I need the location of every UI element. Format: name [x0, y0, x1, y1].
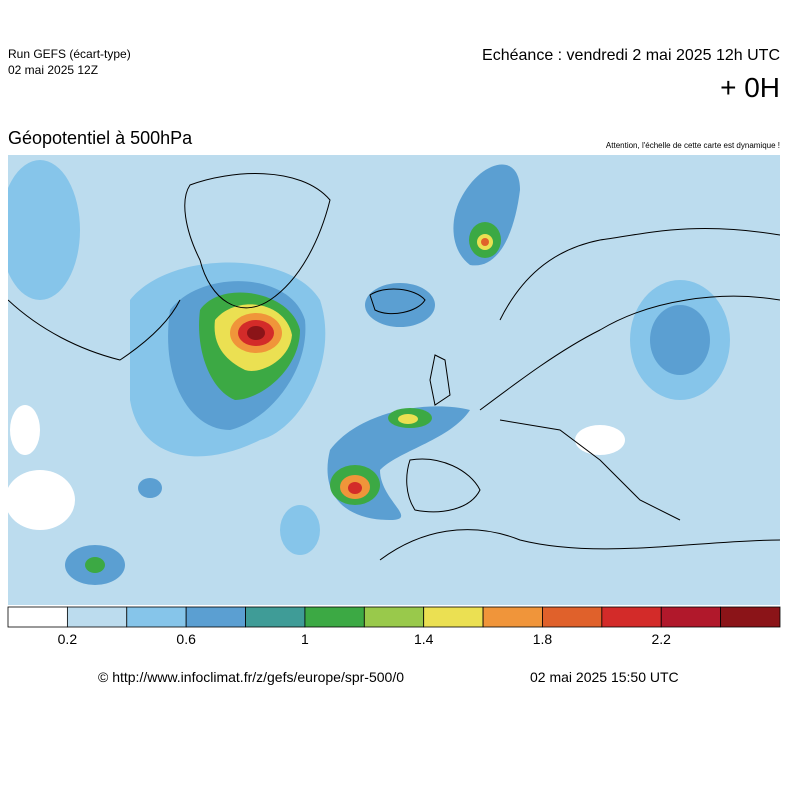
colorbar-label: 0.2: [58, 631, 78, 647]
colorbar-swatch: [185, 606, 246, 628]
colorbar-swatch: [363, 606, 425, 628]
colorbar-swatch: [660, 606, 722, 628]
colorbar-swatch: [601, 606, 662, 628]
colorbar-swatch: [66, 606, 128, 628]
lead-time: + 0H: [720, 72, 780, 103]
map: [8, 155, 780, 605]
colorbar-swatch: [304, 606, 365, 628]
generated-time: 02 mai 2025 15:50 UTC: [530, 669, 679, 685]
colorbar-swatch: [542, 606, 603, 628]
field-patches: [8, 160, 730, 585]
warning: Attention, l'échelle de cette carte est …: [606, 141, 780, 150]
colorbar-swatch: [720, 606, 781, 628]
run-date: 02 mai 2025 12Z: [8, 63, 98, 77]
colorbar-swatch: [7, 606, 68, 628]
colorbar: 0.2 0.6 1 1.4 1.8 2.2: [7, 606, 781, 647]
colorbar-label: 1: [301, 631, 309, 647]
run-label: Run GEFS (écart-type): [8, 47, 131, 61]
coastlines: [8, 173, 780, 561]
colorbar-swatch: [482, 606, 543, 628]
forecast-time: Echéance : vendredi 2 mai 2025 12h UTC: [482, 47, 780, 64]
colorbar-label: 1.8: [533, 631, 553, 647]
colorbar-label: 2.2: [651, 631, 671, 647]
colorbar-label: 0.6: [176, 631, 196, 647]
colorbar-swatch: [245, 606, 306, 628]
source-url: © http://www.infoclimat.fr/z/gefs/europe…: [98, 669, 404, 685]
colorbar-swatch: [126, 606, 187, 628]
colorbar-swatch: [423, 606, 484, 628]
map-title: Géopotentiel à 500hPa: [8, 128, 193, 148]
colorbar-label: 1.4: [414, 631, 434, 647]
